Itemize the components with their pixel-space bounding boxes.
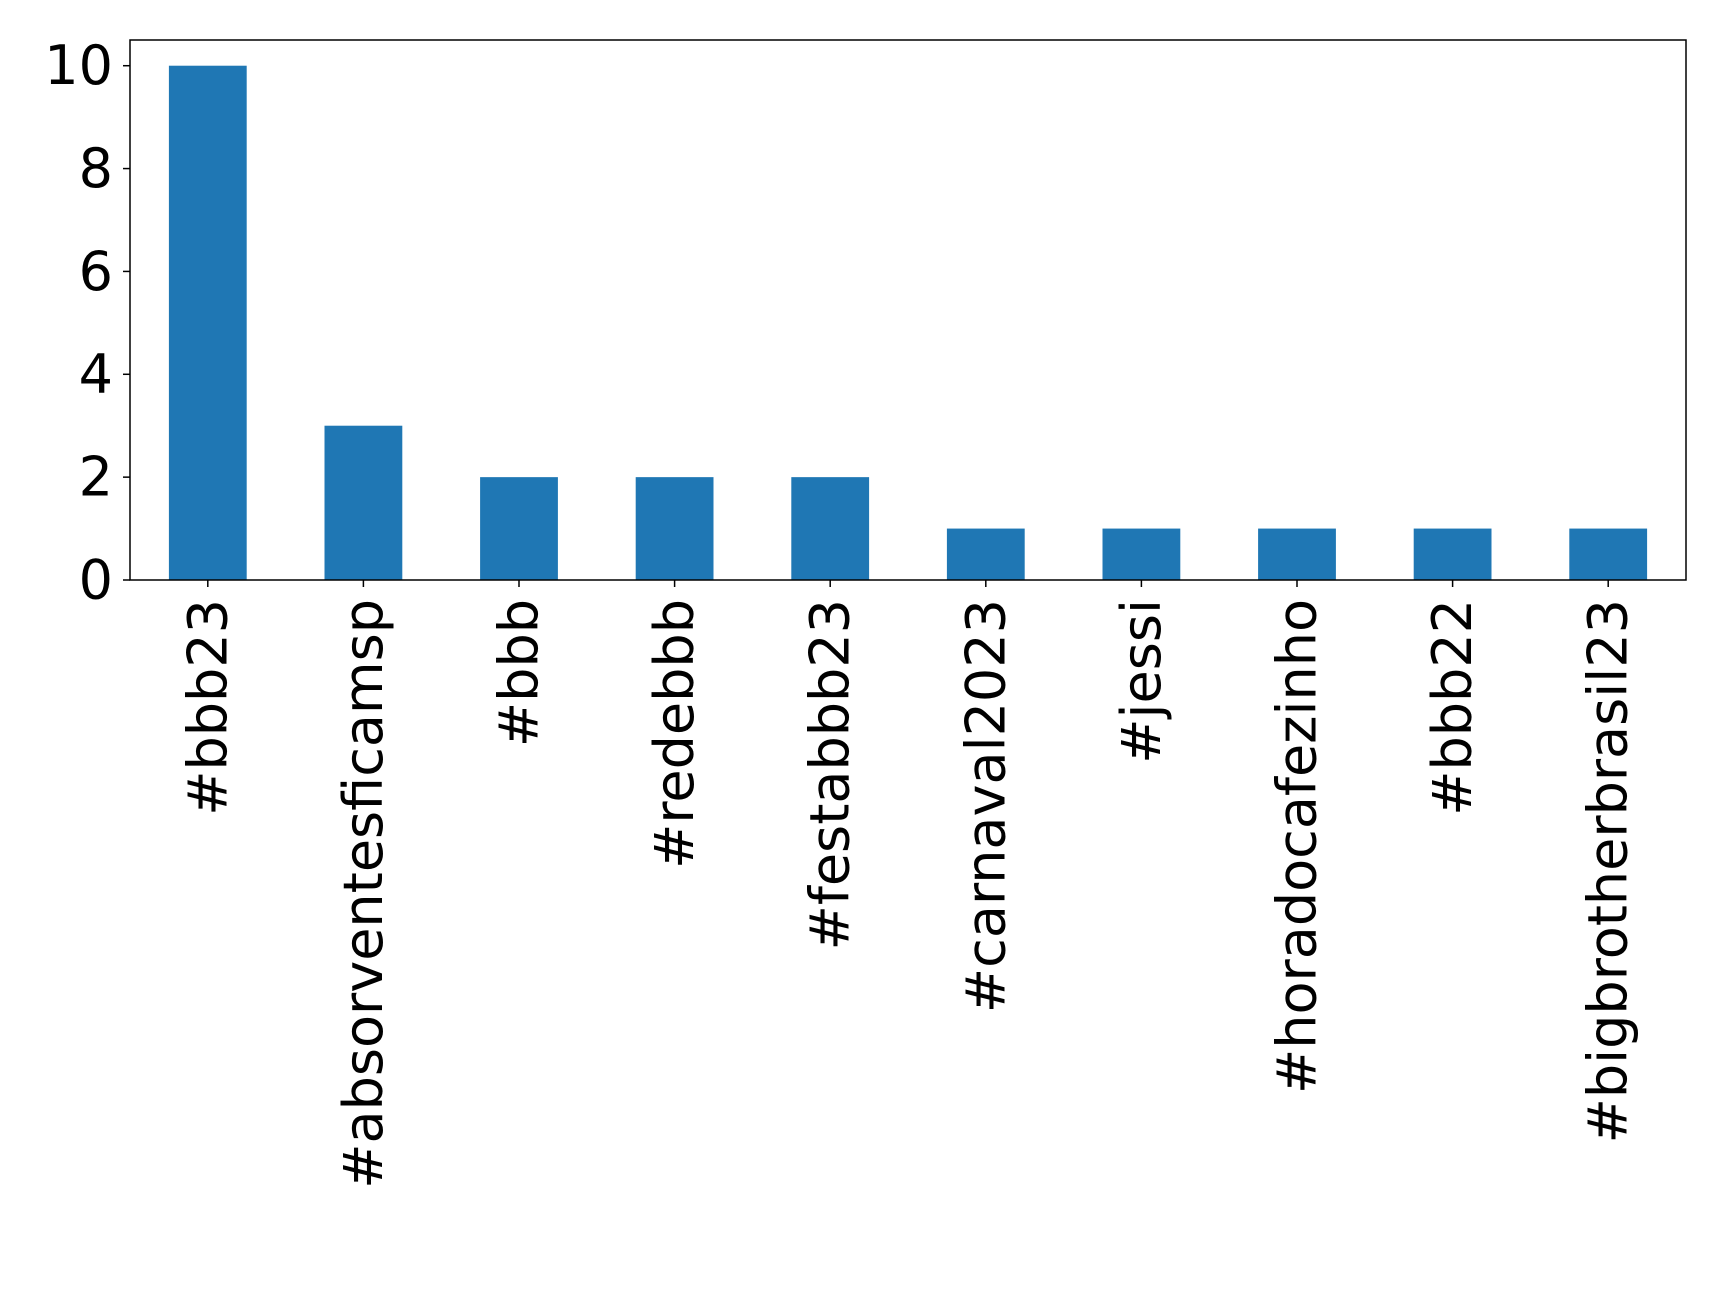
y-tick-label: 6 <box>79 240 113 303</box>
x-tick-label: #carnaval2023 <box>954 599 1017 1013</box>
plot-area-frame <box>129 39 1687 581</box>
bars-layer <box>168 65 1648 580</box>
bar-horadocafezinho <box>1258 528 1336 580</box>
x-tick-label: #festabbb23 <box>799 599 862 950</box>
x-tick-label: #redebbb <box>643 599 706 869</box>
y-tick-label: 2 <box>79 446 113 509</box>
bar-redebbb <box>635 477 714 580</box>
labels-layer: #bbb23 #absorventesficamsp #bbb #redebbb #fe… <box>44 34 1639 1189</box>
bar-bbb23 <box>168 65 247 580</box>
x-tick-label: #absorventesficamsp <box>332 599 395 1189</box>
bar-jessi <box>1102 528 1181 580</box>
x-tick-label: #horadocafezinho <box>1266 599 1329 1094</box>
y-tick-label: 10 <box>44 34 113 97</box>
x-tick-label: #jessi <box>1110 599 1173 764</box>
bar-bigbrotherbrasil23 <box>1569 528 1648 580</box>
ticks-layer <box>123 64 1609 587</box>
y-tick-label: 0 <box>79 549 113 612</box>
x-tick-label: #bigbrotherbrasil23 <box>1577 599 1640 1143</box>
x-tick-label: #bbb23 <box>176 599 239 816</box>
x-tick-label: #bbb22 <box>1421 599 1484 816</box>
bar-bbb22 <box>1413 528 1492 580</box>
bar-bbb <box>480 477 558 580</box>
bar-festabbb23 <box>791 477 870 580</box>
bar-absorventesficamsp <box>324 425 403 580</box>
y-tick-label: 8 <box>79 137 113 200</box>
x-tick-label: #bbb <box>488 599 551 747</box>
bar-carnaval2023 <box>946 528 1025 580</box>
y-tick-label: 4 <box>79 343 113 406</box>
